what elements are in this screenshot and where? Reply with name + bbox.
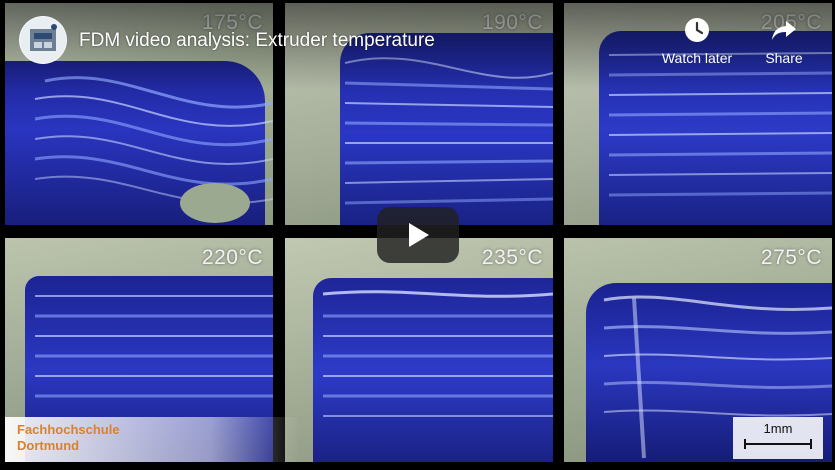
temperature-label: 190°C — [481, 11, 543, 34]
video-title[interactable]: FDM video analysis: Extruder temperature — [79, 30, 435, 51]
share-button[interactable]: Share — [741, 16, 827, 66]
watch-later-label: Watch later — [661, 50, 733, 66]
scale-bar-label: 1mm — [763, 421, 793, 436]
channel-logo-icon — [20, 17, 66, 63]
temperature-label: 235°C — [481, 246, 543, 269]
scale-bar: 1mm — [733, 417, 823, 459]
temperature-label: 220°C — [201, 246, 263, 269]
temperature-label: 275°C — [760, 246, 822, 269]
branding-line-1: Fachhochschule — [17, 422, 120, 437]
watch-later-button[interactable]: Watch later — [654, 16, 740, 66]
clock-icon — [685, 18, 709, 42]
play-button[interactable] — [377, 207, 459, 263]
share-label: Share — [765, 50, 803, 66]
university-branding: Fachhochschule Dortmund — [5, 417, 299, 462]
play-icon — [409, 223, 429, 247]
share-arrow-icon — [772, 21, 796, 40]
scale-bar-line — [744, 439, 812, 449]
video-panel-235: 235°C — [285, 238, 553, 462]
branding-line-2: Dortmund — [17, 438, 80, 453]
channel-avatar[interactable] — [19, 16, 67, 64]
